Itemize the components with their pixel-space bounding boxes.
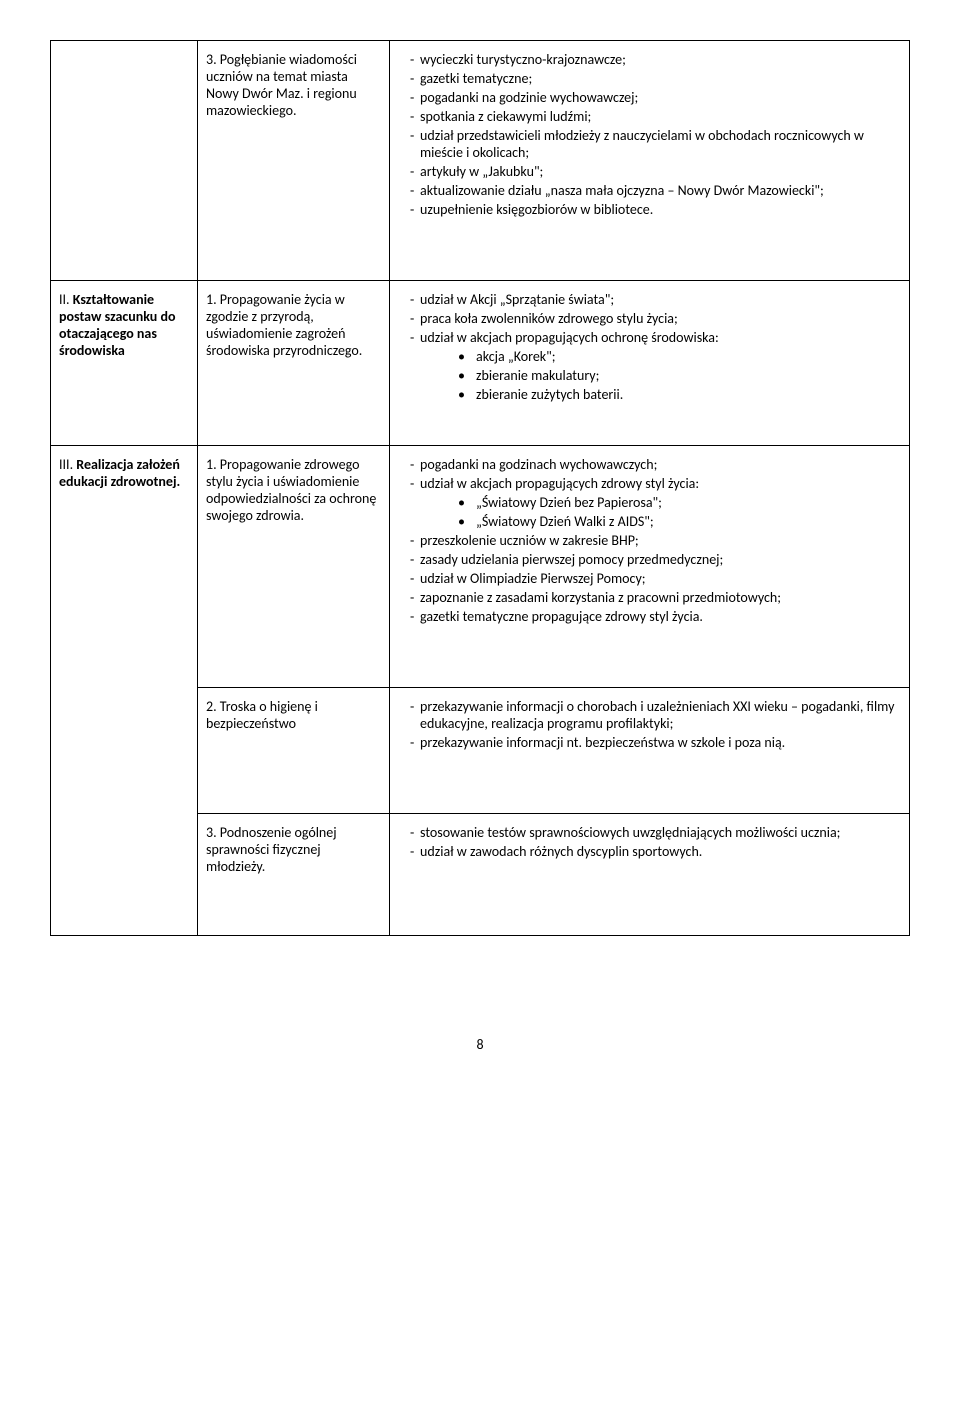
list-item: gazetki tematyczne; xyxy=(410,70,901,87)
dash-list: wycieczki turystyczno-krajoznawcze; gaze… xyxy=(398,51,901,218)
cell-task: 3. Podnoszenie ogólnej sprawności fizycz… xyxy=(198,814,390,936)
list-item: „Światowy Dzień bez Papierosa"; xyxy=(458,494,901,511)
cell-activities: pogadanki na godzinach wychowawczych; ud… xyxy=(390,446,910,688)
dash-list: pogadanki na godzinach wychowawczych; ud… xyxy=(398,456,901,492)
cell-section: III. Realizacja założeń edukacji zdrowot… xyxy=(51,446,198,936)
list-item: zbieranie makulatury; xyxy=(458,367,901,384)
table-row: 3. Pogłębianie wiadomości uczniów na tem… xyxy=(51,41,910,281)
cell-task: 3. Pogłębianie wiadomości uczniów na tem… xyxy=(198,41,390,281)
page-number: 8 xyxy=(50,1036,910,1053)
dash-list: przeszkolenie uczniów w zakresie BHP; za… xyxy=(398,532,901,625)
dash-list: udział w Akcji „Sprzątanie świata"; prac… xyxy=(398,291,901,346)
cell-task: 2. Troska o higienę i bezpieczeństwo xyxy=(198,688,390,814)
list-item: aktualizowanie działu „nasza mała ojczyz… xyxy=(410,182,901,199)
list-item: udział w zawodach różnych dyscyplin spor… xyxy=(410,843,901,860)
list-item: „Światowy Dzień Walki z AIDS"; xyxy=(458,513,901,530)
list-item: zasady udzielania pierwszej pomocy przed… xyxy=(410,551,901,568)
cell-activities: udział w Akcji „Sprzątanie świata"; prac… xyxy=(390,281,910,446)
list-item: udział przedstawicieli młodzieży z naucz… xyxy=(410,127,901,161)
list-item: przekazywanie informacji nt. bezpieczeńs… xyxy=(410,734,901,751)
cell-activities: stosowanie testów sprawnościowych uwzglę… xyxy=(390,814,910,936)
cell-activities: wycieczki turystyczno-krajoznawcze; gaze… xyxy=(390,41,910,281)
list-item: przekazywanie informacji o chorobach i u… xyxy=(410,698,901,732)
cell-section: II. Kształtowanie postaw szacunku do ota… xyxy=(51,281,198,446)
list-item: pogadanki na godzinach wychowawczych; xyxy=(410,456,901,473)
cell-task: 1. Propagowanie zdrowego stylu życia i u… xyxy=(198,446,390,688)
list-item: zapoznanie z zasadami korzystania z prac… xyxy=(410,589,901,606)
list-item: przeszkolenie uczniów w zakresie BHP; xyxy=(410,532,901,549)
list-item: akcja „Korek"; xyxy=(458,348,901,365)
list-item: praca koła zwolenników zdrowego stylu ży… xyxy=(410,310,901,327)
list-item: udział w akcjach propagujących ochronę ś… xyxy=(410,329,901,346)
list-item: uzupełnienie księgozbiorów w bibliotece. xyxy=(410,201,901,218)
list-item: spotkania z ciekawymi ludźmi; xyxy=(410,108,901,125)
dash-list: przekazywanie informacji o chorobach i u… xyxy=(398,698,901,751)
list-item: wycieczki turystyczno-krajoznawcze; xyxy=(410,51,901,68)
list-item: zbieranie zużytych baterii. xyxy=(458,386,901,403)
list-item: udział w Olimpiadzie Pierwszej Pomocy; xyxy=(410,570,901,587)
table-row: III. Realizacja założeń edukacji zdrowot… xyxy=(51,446,910,688)
table-row: II. Kształtowanie postaw szacunku do ota… xyxy=(51,281,910,446)
dash-list: stosowanie testów sprawnościowych uwzglę… xyxy=(398,824,901,860)
cell-task: 1. Propagowanie życia w zgodzie z przyro… xyxy=(198,281,390,446)
list-item: gazetki tematyczne propagujące zdrowy st… xyxy=(410,608,901,625)
bullet-list: akcja „Korek"; zbieranie makulatury; zbi… xyxy=(398,348,901,403)
list-item: stosowanie testów sprawnościowych uwzglę… xyxy=(410,824,901,841)
cell-section xyxy=(51,41,198,281)
list-item: udział w Akcji „Sprzątanie świata"; xyxy=(410,291,901,308)
content-table: 3. Pogłębianie wiadomości uczniów na tem… xyxy=(50,40,910,936)
list-item: pogadanki na godzinie wychowawczej; xyxy=(410,89,901,106)
cell-activities: przekazywanie informacji o chorobach i u… xyxy=(390,688,910,814)
bullet-list: „Światowy Dzień bez Papierosa"; „Światow… xyxy=(398,494,901,530)
list-item: artykuły w „Jakubku"; xyxy=(410,163,901,180)
list-item: udział w akcjach propagujących zdrowy st… xyxy=(410,475,901,492)
